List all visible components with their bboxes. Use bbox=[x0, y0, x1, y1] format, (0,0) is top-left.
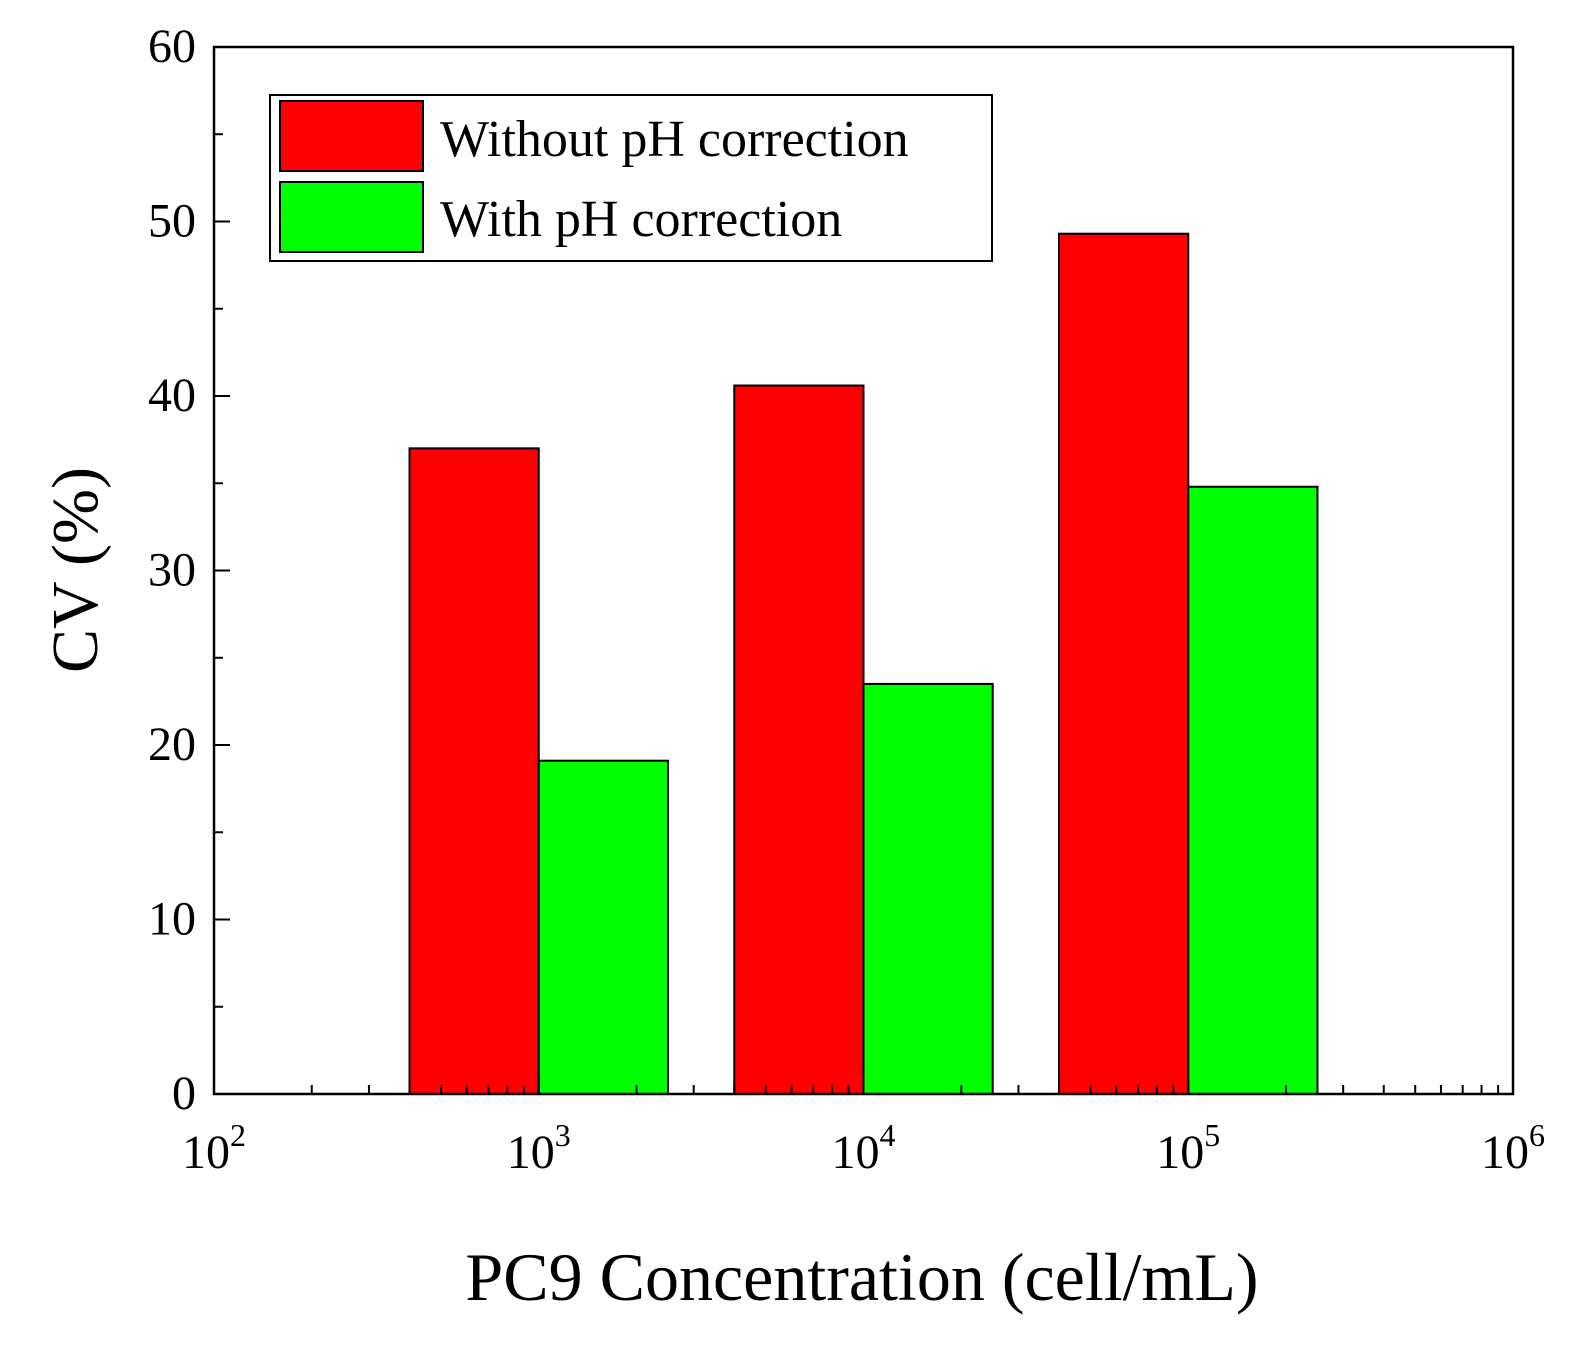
tick-labels-layer: 0 10 20 30 40 50 60 102 103 104 105 106 bbox=[148, 20, 1545, 1179]
y-tick-label: 20 bbox=[148, 718, 196, 771]
y-tick-label: 40 bbox=[148, 369, 196, 422]
y-tick-label: 30 bbox=[148, 544, 196, 597]
bar-with-ph-2 bbox=[862, 682, 994, 1095]
bars-layer bbox=[408, 232, 1319, 1096]
x-tick-label: 102 bbox=[182, 1117, 246, 1179]
y-tick-label: 10 bbox=[148, 893, 196, 946]
x-tick-label: 104 bbox=[832, 1117, 896, 1179]
bar-with-ph-3 bbox=[1187, 485, 1319, 1095]
legend-swatch-with-ph bbox=[279, 181, 424, 253]
legend-label-with-ph: With pH correction bbox=[440, 191, 842, 248]
x-tick-label: 105 bbox=[1156, 1117, 1220, 1179]
y-tick-label: 60 bbox=[148, 20, 196, 73]
bar-without-ph-2 bbox=[733, 384, 865, 1095]
y-tick-label: 50 bbox=[148, 195, 196, 248]
x-tick-label: 106 bbox=[1481, 1117, 1545, 1179]
x-axis-title: PC9 Concentration (cell/mL) bbox=[465, 1239, 1258, 1315]
bar-without-ph-1 bbox=[408, 447, 540, 1096]
bar-with-ph-1 bbox=[537, 759, 669, 1096]
legend-label-without-ph: Without pH correction bbox=[440, 111, 909, 168]
x-tick-label: 103 bbox=[507, 1117, 571, 1179]
y-axis-title: CV (%) bbox=[39, 467, 112, 673]
legend-swatch-without-ph bbox=[279, 100, 424, 172]
legend: Without pH correction With pH correction bbox=[269, 94, 993, 262]
bar-without-ph-3 bbox=[1058, 232, 1190, 1095]
y-tick-label: 0 bbox=[172, 1067, 196, 1120]
ticks-layer bbox=[213, 46, 1514, 1095]
